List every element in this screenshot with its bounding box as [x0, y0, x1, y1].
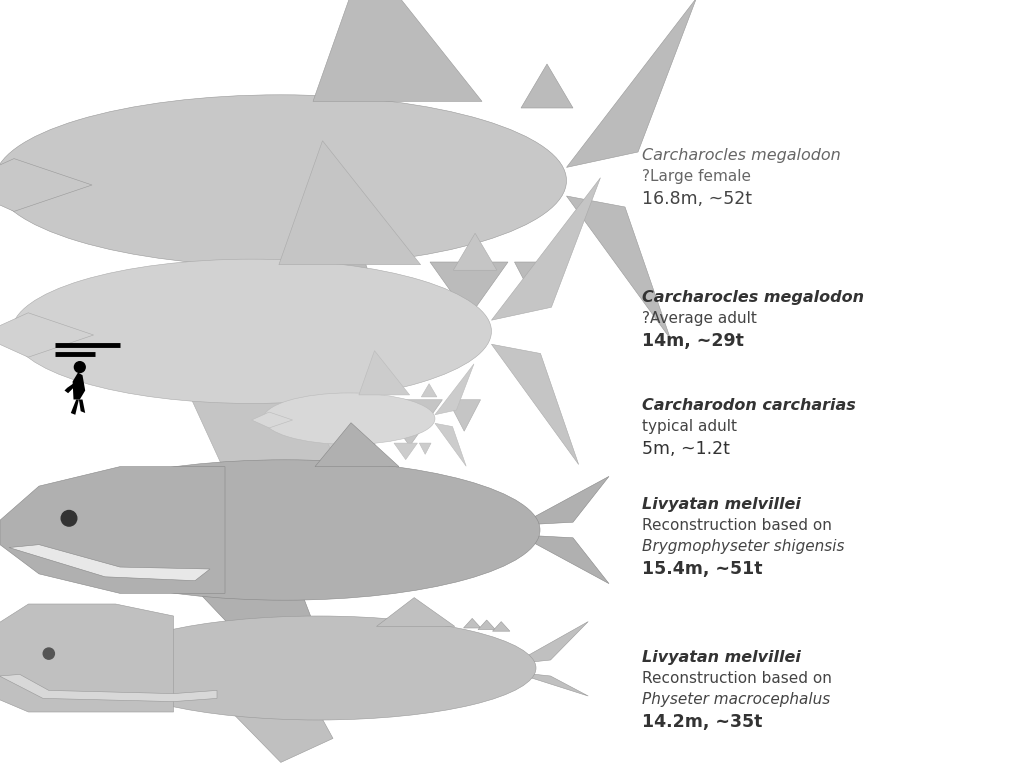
Polygon shape	[9, 544, 210, 581]
Text: 14.2m, ~35t: 14.2m, ~35t	[642, 713, 763, 731]
Text: ?Average adult: ?Average adult	[642, 311, 757, 326]
Text: Physeter macrocephalus: Physeter macrocephalus	[642, 692, 830, 707]
Polygon shape	[464, 618, 481, 628]
Text: 14m, ~29t: 14m, ~29t	[642, 332, 743, 350]
Polygon shape	[566, 0, 696, 167]
Text: ?Large female: ?Large female	[642, 169, 751, 184]
Polygon shape	[492, 178, 600, 320]
Polygon shape	[0, 159, 92, 211]
Polygon shape	[394, 443, 418, 460]
Polygon shape	[447, 399, 480, 431]
Text: typical adult: typical adult	[642, 419, 737, 434]
Polygon shape	[521, 64, 573, 108]
Polygon shape	[315, 423, 399, 466]
Text: 16.8m, ~52t: 16.8m, ~52t	[642, 190, 752, 208]
Polygon shape	[377, 598, 455, 626]
Text: Carcharocles megalodon: Carcharocles megalodon	[642, 148, 841, 163]
Polygon shape	[435, 423, 466, 466]
Polygon shape	[231, 712, 333, 763]
Circle shape	[61, 510, 77, 526]
Polygon shape	[209, 262, 391, 432]
Polygon shape	[519, 535, 609, 584]
Polygon shape	[492, 344, 579, 464]
Polygon shape	[478, 620, 496, 630]
Polygon shape	[513, 621, 588, 664]
Polygon shape	[0, 313, 93, 357]
Polygon shape	[313, 0, 482, 102]
Polygon shape	[493, 621, 510, 631]
Text: Livyatan melvillei: Livyatan melvillei	[642, 497, 801, 512]
Polygon shape	[358, 351, 410, 395]
Polygon shape	[0, 604, 173, 712]
Circle shape	[75, 362, 85, 372]
Polygon shape	[195, 588, 315, 651]
Polygon shape	[79, 399, 85, 413]
Text: 15.4m, ~51t: 15.4m, ~51t	[642, 560, 763, 578]
Ellipse shape	[101, 616, 536, 720]
Polygon shape	[252, 412, 293, 428]
Polygon shape	[0, 675, 217, 702]
Polygon shape	[430, 262, 508, 317]
Polygon shape	[191, 399, 344, 542]
Text: Reconstruction based on: Reconstruction based on	[642, 671, 831, 686]
Polygon shape	[65, 382, 76, 393]
Text: Carcharodon carcharias: Carcharodon carcharias	[642, 398, 856, 413]
Polygon shape	[71, 399, 79, 415]
Text: Brygmophyseter shigensis: Brygmophyseter shigensis	[642, 539, 845, 554]
Ellipse shape	[263, 393, 435, 444]
Polygon shape	[0, 466, 225, 594]
Ellipse shape	[12, 259, 492, 403]
Polygon shape	[73, 372, 85, 399]
Text: 5m, ~1.2t: 5m, ~1.2t	[642, 440, 730, 458]
Circle shape	[43, 648, 54, 659]
Ellipse shape	[0, 95, 566, 267]
Polygon shape	[513, 672, 588, 696]
Polygon shape	[279, 141, 421, 264]
Polygon shape	[566, 196, 671, 339]
Polygon shape	[377, 399, 442, 446]
Polygon shape	[421, 384, 437, 397]
Polygon shape	[328, 443, 382, 494]
Polygon shape	[420, 443, 431, 454]
Ellipse shape	[30, 460, 540, 600]
Text: Livyatan melvillei: Livyatan melvillei	[642, 650, 801, 665]
Text: Carcharocles megalodon: Carcharocles megalodon	[642, 290, 864, 305]
Text: Reconstruction based on: Reconstruction based on	[642, 518, 831, 533]
Polygon shape	[519, 476, 609, 525]
Polygon shape	[435, 364, 474, 415]
Polygon shape	[454, 234, 497, 271]
Polygon shape	[514, 262, 554, 299]
